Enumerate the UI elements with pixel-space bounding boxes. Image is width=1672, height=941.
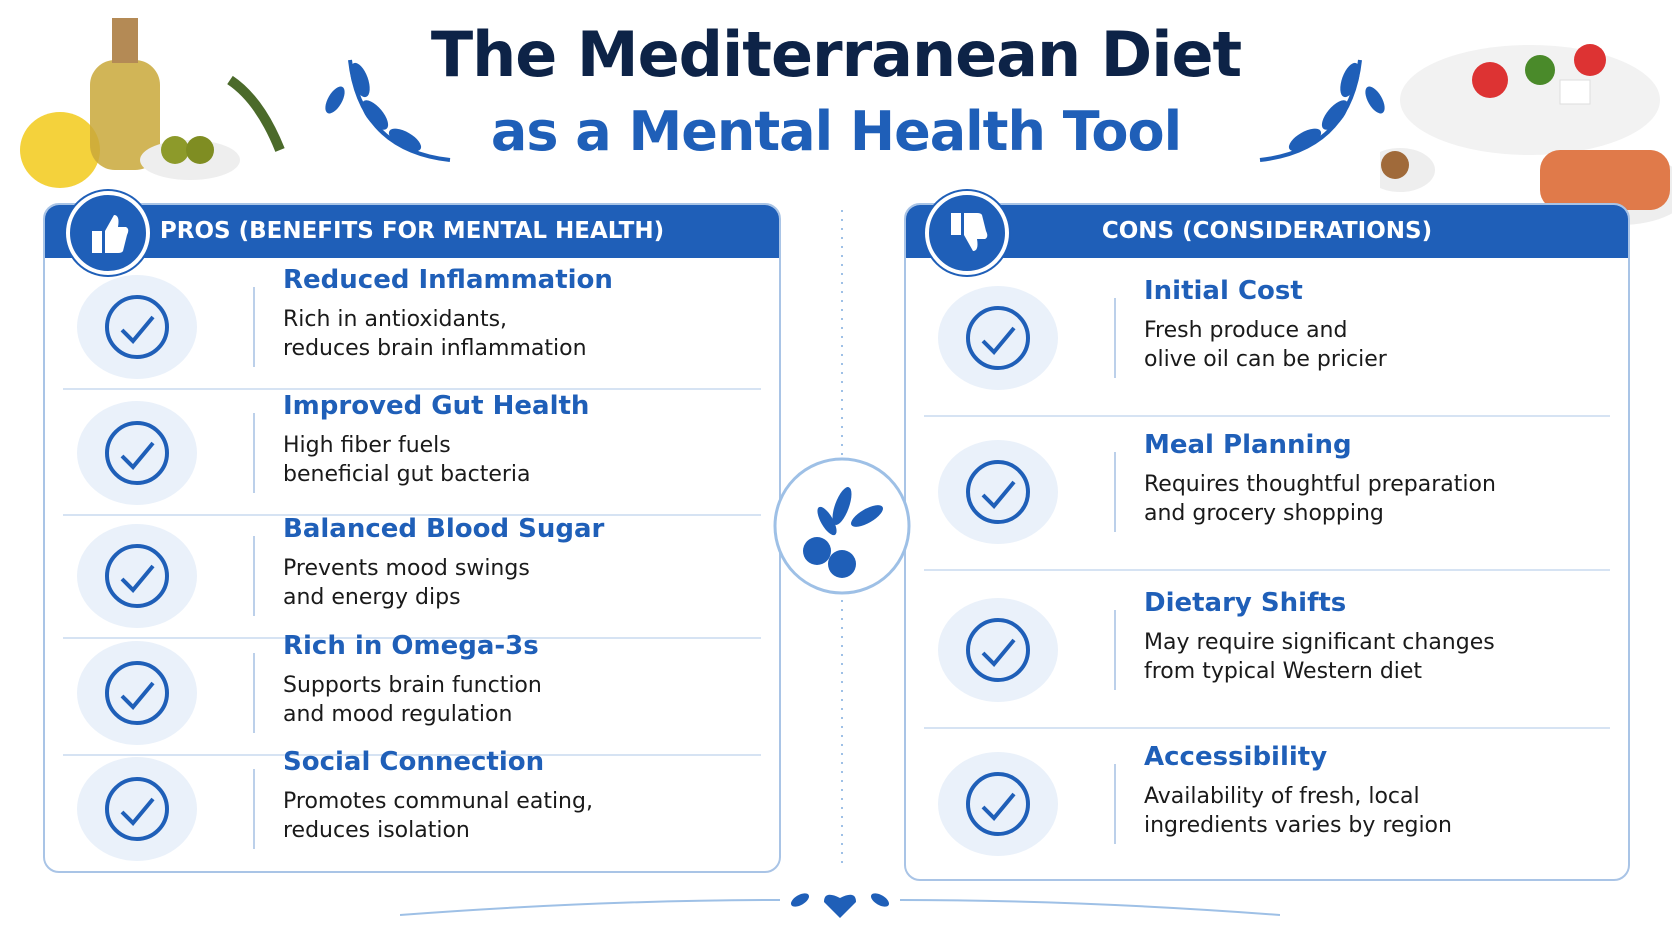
footer-ornament — [400, 893, 1280, 918]
item-text: and grocery shopping — [1144, 501, 1384, 526]
item-icon — [77, 401, 197, 505]
salad-salmon-illustration — [1380, 44, 1672, 225]
item-text: Rich in antioxidants, — [283, 307, 508, 332]
cons-panel: CONS (CONSIDERATIONS) Initial Cost Fresh p… — [904, 203, 1630, 881]
item-text: Availability of fresh, local — [1144, 784, 1420, 809]
item-text: reduces brain inflammation — [283, 336, 587, 361]
item-title: Dietary Shifts — [1144, 588, 1347, 618]
pros-panel: PROS (BENEFITS FOR MENTAL HEALTH) Reduced… — [43, 203, 781, 873]
row-divider — [63, 637, 761, 639]
pros-heading: PROS (BENEFITS FOR MENTAL HEALTH) — [45, 205, 779, 258]
row-divider — [924, 569, 1610, 571]
cons-heading: CONS (CONSIDERATIONS) — [906, 205, 1628, 258]
item-title: Balanced Blood Sugar — [283, 514, 605, 544]
icon-glyph — [105, 421, 169, 485]
item-text: olive oil can be pricier — [1144, 347, 1387, 372]
icon-glyph — [966, 772, 1030, 836]
item-text: Requires thoughtful preparation — [1144, 472, 1496, 497]
item-text: May require significant changes — [1144, 630, 1495, 655]
item-title: Improved Gut Health — [283, 391, 590, 421]
item-text: Fresh produce and — [1144, 318, 1348, 343]
laurel-left — [325, 59, 451, 162]
item-text: and mood regulation — [283, 702, 513, 727]
icon-glyph — [105, 295, 169, 359]
olive-oil-illustration — [20, 18, 285, 188]
olive-emblem — [773, 457, 911, 595]
thumbs-up-icon — [66, 191, 150, 275]
icon-glyph — [105, 777, 169, 841]
icon-glyph — [966, 306, 1030, 370]
item-text: beneficial gut bacteria — [283, 462, 531, 487]
item-title: Meal Planning — [1144, 430, 1352, 460]
item-icon — [77, 641, 197, 745]
row-divider — [63, 388, 761, 390]
item-icon — [77, 524, 197, 628]
laurel-right — [1259, 59, 1385, 162]
item-separator — [253, 769, 255, 849]
title-line-1: The Mediterranean Diet — [430, 18, 1242, 91]
item-text: Supports brain function — [283, 673, 542, 698]
item-text: Prevents mood swings — [283, 556, 530, 581]
item-text: High fiber fuels — [283, 433, 451, 458]
row-divider — [63, 754, 761, 756]
item-title: Rich in Omega-3s — [283, 631, 539, 661]
thumbs-down-icon — [925, 191, 1009, 275]
item-separator — [1114, 764, 1116, 844]
title-line-2: as a Mental Health Tool — [490, 100, 1182, 163]
item-separator — [1114, 452, 1116, 532]
item-icon — [938, 752, 1058, 856]
item-title: Social Connection — [283, 747, 545, 777]
item-separator — [1114, 610, 1116, 690]
item-text: and energy dips — [283, 585, 461, 610]
icon-glyph — [966, 618, 1030, 682]
item-icon — [938, 598, 1058, 702]
item-separator — [253, 413, 255, 493]
item-icon — [938, 440, 1058, 544]
row-divider — [924, 727, 1610, 729]
item-icon — [77, 757, 197, 861]
item-icon — [77, 275, 197, 379]
item-separator — [1114, 298, 1116, 378]
item-separator — [253, 653, 255, 733]
item-text: from typical Western diet — [1144, 659, 1423, 684]
icon-glyph — [105, 544, 169, 608]
item-text: Promotes communal eating, — [283, 789, 593, 814]
item-separator — [253, 536, 255, 616]
item-title: Reduced Inflammation — [283, 265, 613, 295]
item-separator — [253, 287, 255, 367]
item-text: ingredients varies by region — [1144, 813, 1452, 838]
row-divider — [63, 514, 761, 516]
item-icon — [938, 286, 1058, 390]
item-title: Accessibility — [1144, 742, 1328, 772]
icon-glyph — [105, 661, 169, 725]
row-divider — [924, 415, 1610, 417]
item-text: reduces isolation — [283, 818, 470, 843]
center-divider — [841, 210, 843, 870]
icon-glyph — [966, 460, 1030, 524]
item-title: Initial Cost — [1144, 276, 1303, 306]
